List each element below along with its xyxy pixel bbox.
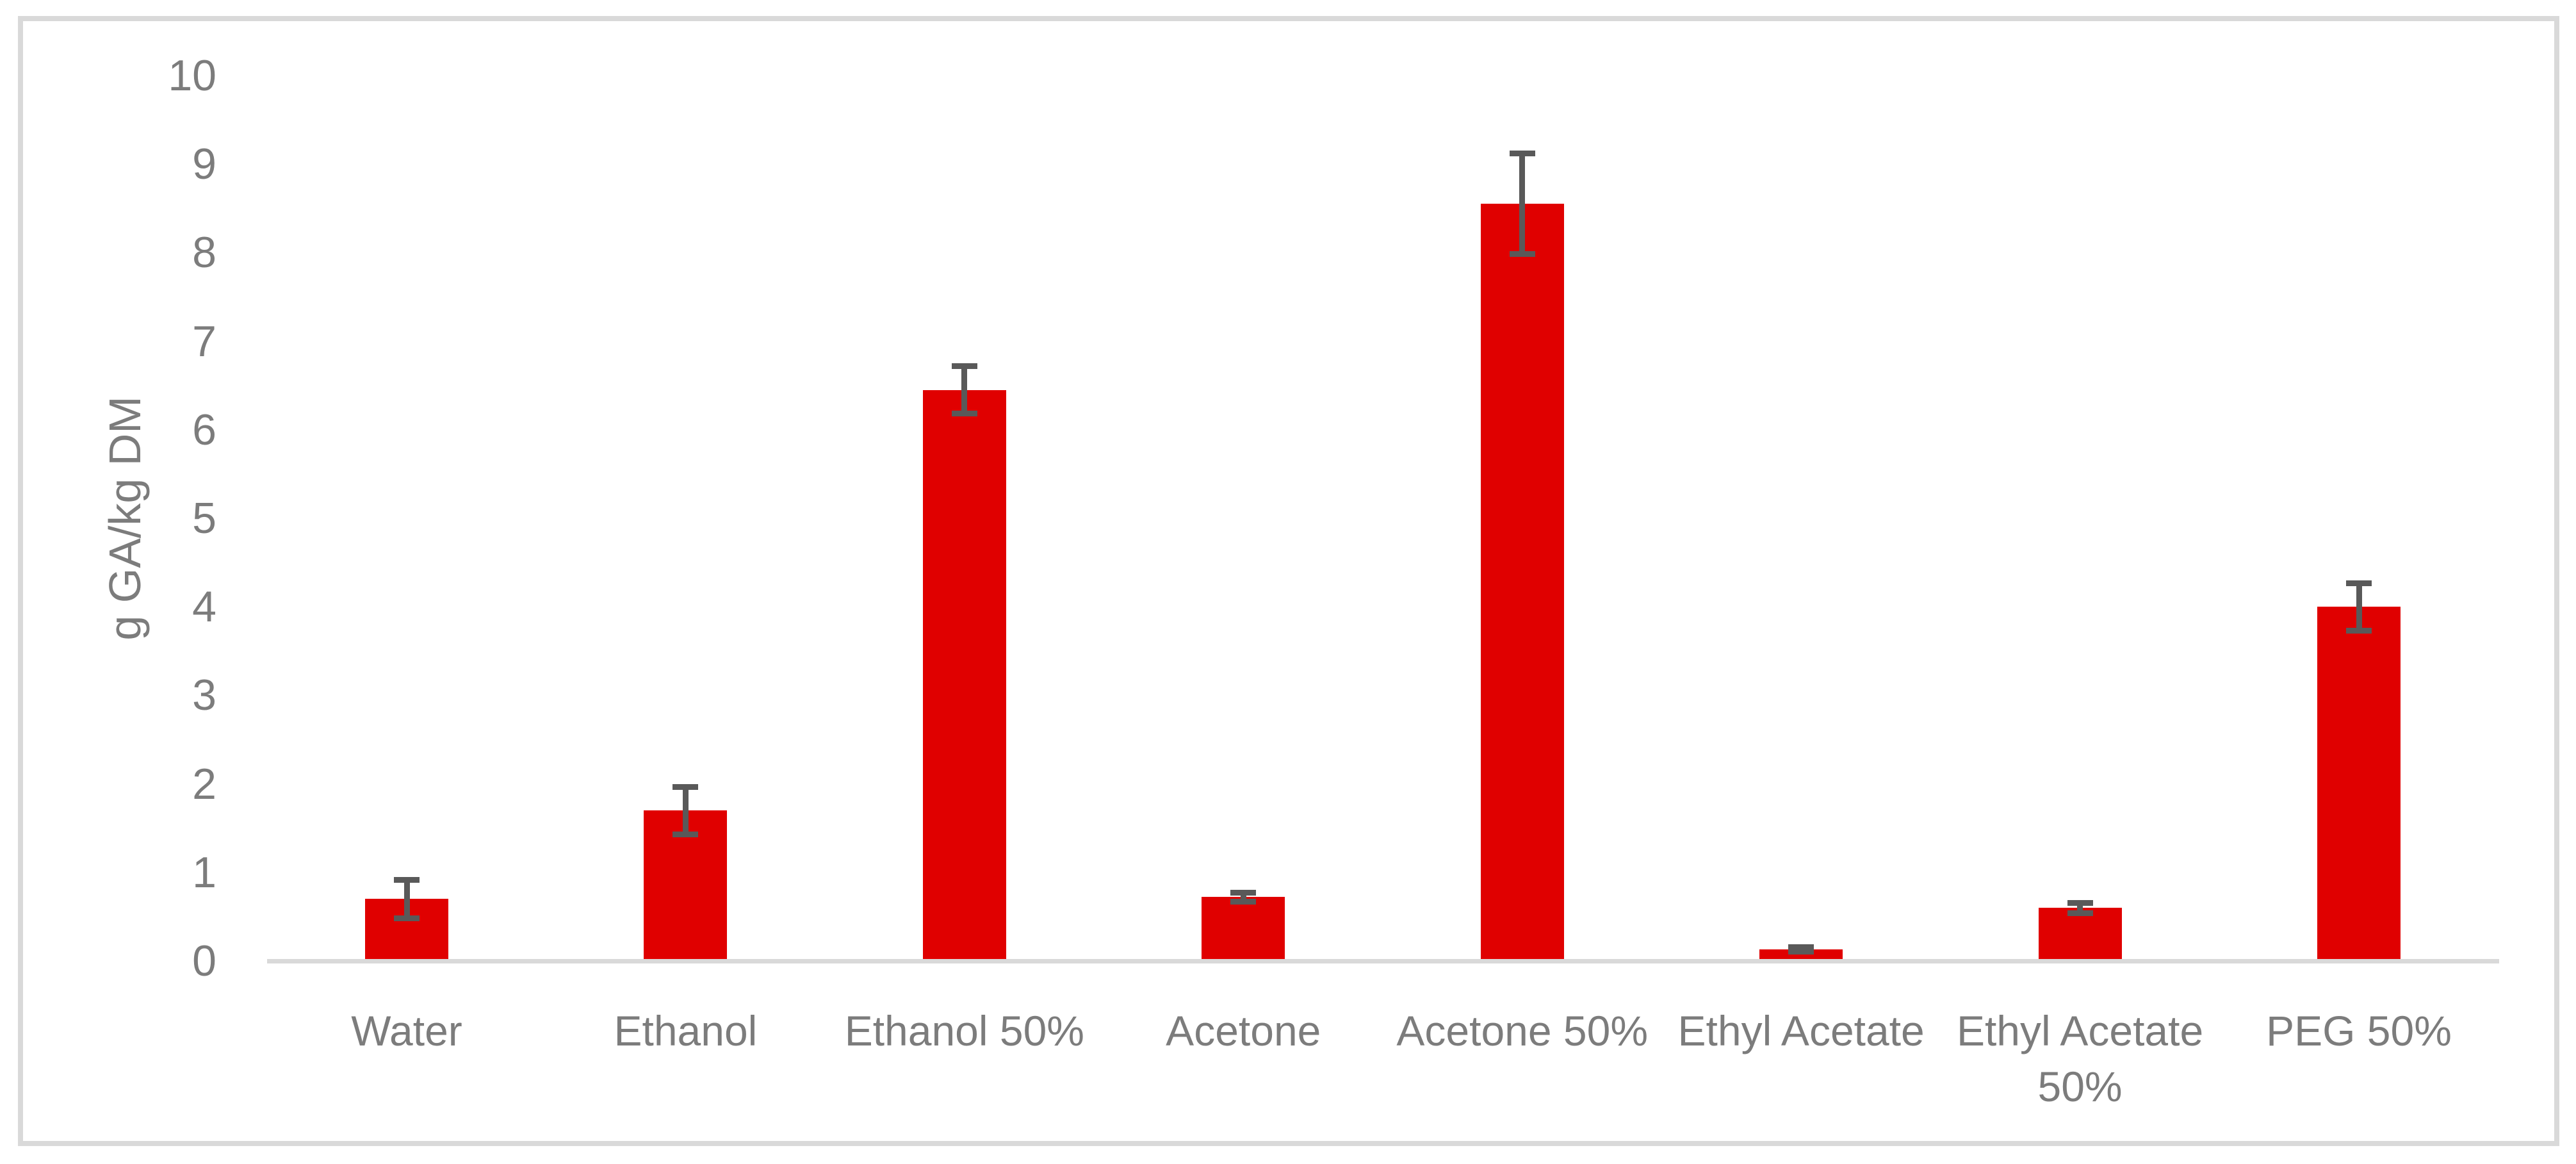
bar-acetone-50 <box>1480 204 1564 959</box>
x-axis-line <box>267 959 2499 963</box>
error-bar-cap-bottom-ethyl-acetate-50 <box>2067 910 2093 916</box>
bar-ethanol-50 <box>922 389 1006 959</box>
error-bar-cap-top-peg-50 <box>2346 580 2372 586</box>
y-tick-label-10: 10 <box>168 51 216 100</box>
error-bar-cap-bottom-ethanol-50 <box>951 411 977 417</box>
error-bar-cap-top-acetone <box>1230 890 1257 896</box>
error-bar-cap-bottom-peg-50 <box>2346 627 2372 634</box>
chart-border <box>18 16 2559 1146</box>
error-bar-cap-top-ethyl-acetate-50 <box>2067 899 2093 906</box>
x-category-label-acetone: Acetone <box>1104 1003 1383 1059</box>
x-category-label-water: Water <box>267 1003 546 1059</box>
x-category-label-ethanol-50: Ethanol 50% <box>825 1003 1104 1059</box>
error-bar-ethanol-50 <box>961 363 968 417</box>
x-category-label-peg-50: PEG 50% <box>2219 1003 2498 1059</box>
error-bar-cap-bottom-acetone <box>1230 898 1257 905</box>
y-tick-label-0: 0 <box>192 937 216 985</box>
y-tick-label-6: 6 <box>192 405 216 454</box>
y-tick-label-3: 3 <box>192 671 216 720</box>
x-category-label-line: Acetone <box>1166 1007 1321 1054</box>
y-tick-label-8: 8 <box>192 228 216 277</box>
bar-ethyl-acetate-50 <box>2038 908 2122 959</box>
x-category-label-line: Ethyl Acetate <box>1956 1007 2204 1054</box>
y-tick-label-9: 9 <box>192 140 216 189</box>
error-bar-cap-top-ethanol <box>673 783 699 790</box>
x-category-label-line: Ethyl Acetate <box>1677 1007 1925 1054</box>
error-bar-ethanol <box>682 783 689 837</box>
y-tick-label-4: 4 <box>192 582 216 632</box>
error-bar-acetone <box>1240 890 1246 905</box>
bar-peg-50 <box>2317 607 2401 959</box>
y-tick-label-5: 5 <box>192 494 216 543</box>
error-bar-cap-top-ethanol-50 <box>951 363 977 370</box>
error-bar-cap-top-water <box>394 876 420 883</box>
error-bar-cap-top-ethyl-acetate <box>1788 944 1814 950</box>
x-category-label-line: Water <box>351 1007 462 1054</box>
x-category-label-ethanol: Ethanol <box>546 1003 825 1059</box>
bar-acetone <box>1202 897 1285 959</box>
error-bar-water <box>404 876 410 921</box>
x-category-label-line: Acetone 50% <box>1396 1007 1649 1054</box>
y-tick-label-1: 1 <box>192 848 216 897</box>
x-category-label-ethyl-acetate-50: Ethyl Acetate 50% <box>1941 1003 2219 1115</box>
x-category-label-line: PEG 50% <box>2266 1007 2452 1054</box>
x-category-label-ethyl-acetate: Ethyl Acetate <box>1661 1003 1940 1059</box>
error-bar-cap-bottom-ethanol <box>673 831 699 837</box>
error-bar-ethyl-acetate-50 <box>2077 899 2083 916</box>
y-tick-label-2: 2 <box>192 759 216 808</box>
error-bar-cap-bottom-water <box>394 915 420 921</box>
error-bar-cap-bottom-acetone-50 <box>1509 251 1535 258</box>
error-bar-cap-bottom-ethyl-acetate <box>1788 949 1814 955</box>
y-tick-label-7: 7 <box>192 316 216 366</box>
x-category-label-line: Ethanol <box>614 1007 758 1054</box>
error-bar-peg-50 <box>2356 580 2362 634</box>
x-category-label-line: 50% <box>2037 1063 2123 1111</box>
x-category-label-line: Ethanol 50% <box>844 1007 1084 1054</box>
x-category-label-acetone-50: Acetone 50% <box>1383 1003 1661 1059</box>
error-bar-cap-top-acetone-50 <box>1509 151 1535 157</box>
error-bar-acetone-50 <box>1519 151 1526 258</box>
